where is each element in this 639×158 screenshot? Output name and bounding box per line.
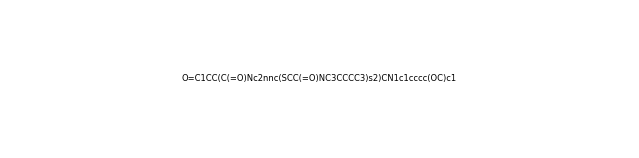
Text: O=C1CC(C(=O)Nc2nnc(SCC(=O)NC3CCCC3)s2)CN1c1cccc(OC)c1: O=C1CC(C(=O)Nc2nnc(SCC(=O)NC3CCCC3)s2)CN… <box>182 75 457 83</box>
